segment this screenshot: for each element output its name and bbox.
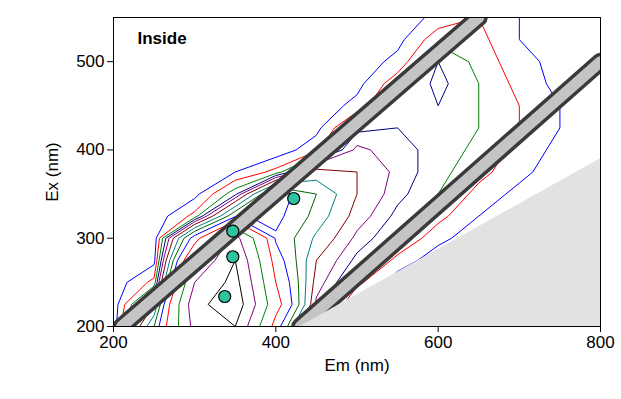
svg-text:800: 800 xyxy=(586,333,614,352)
svg-text:500: 500 xyxy=(76,52,104,71)
svg-text:Em (nm): Em (nm) xyxy=(324,356,389,375)
svg-text:Inside: Inside xyxy=(138,29,187,48)
svg-text:600: 600 xyxy=(424,333,452,352)
svg-text:Ex (nm): Ex (nm) xyxy=(43,142,62,202)
svg-text:200: 200 xyxy=(76,317,104,336)
svg-text:400: 400 xyxy=(262,333,290,352)
svg-text:200: 200 xyxy=(99,332,128,352)
svg-text:300: 300 xyxy=(76,229,104,248)
svg-text:400: 400 xyxy=(76,140,104,159)
